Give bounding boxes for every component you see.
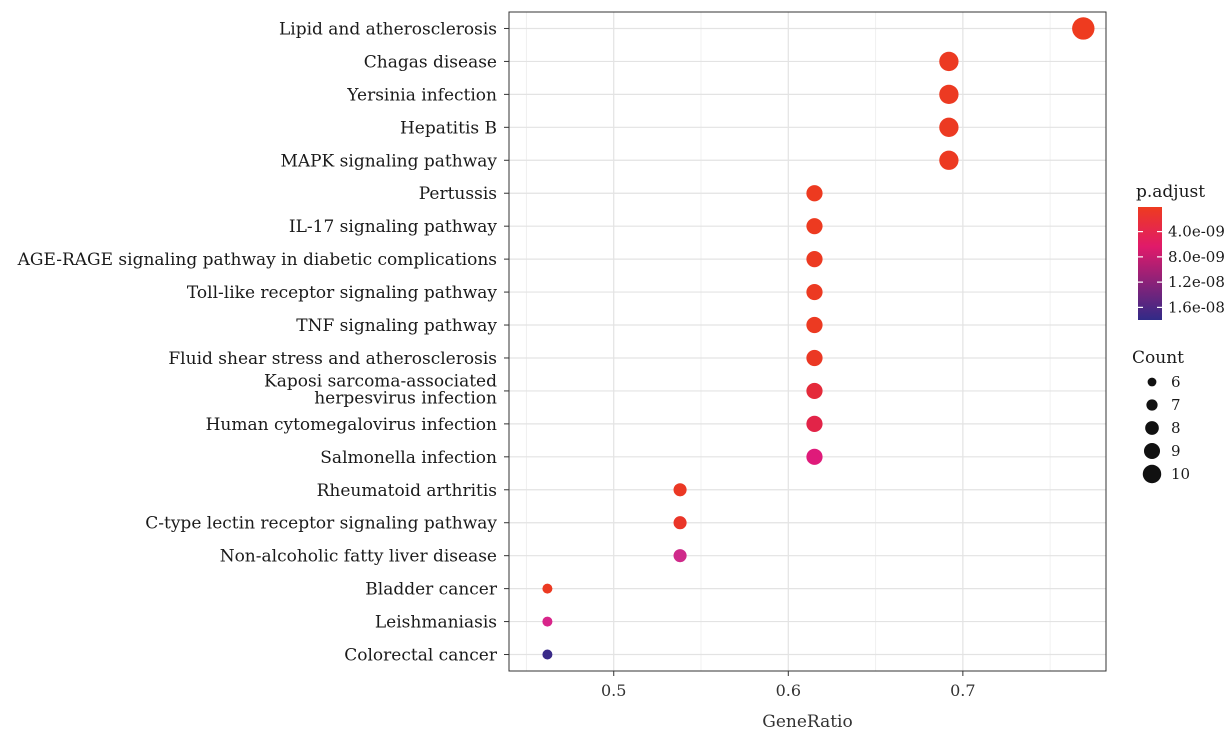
data-point <box>939 117 959 137</box>
y-tick-label: Pertussis <box>419 184 497 204</box>
y-axis: Lipid and atherosclerosis Chagas disease Y… <box>17 19 509 666</box>
x-tick-label: 0.5 <box>601 681 626 700</box>
y-tick-label: Chagas disease <box>364 52 497 72</box>
color-legend-title: p.adjust <box>1136 182 1205 202</box>
data-point <box>806 382 823 400</box>
y-tick-label: Hepatitis B <box>400 118 497 138</box>
color-legend-label: 1.6e-08 <box>1168 298 1225 316</box>
data-point <box>806 415 823 432</box>
data-point <box>939 51 959 72</box>
major-gridlines <box>509 12 1106 671</box>
y-tick-label: C-type lectin receptor signaling pathway <box>145 514 497 534</box>
plot-panel-border <box>508 11 1107 672</box>
data-points <box>542 17 1095 660</box>
y-tick-label: Non-alcoholic fatty liver disease <box>220 547 497 567</box>
y-tick-label: TNF signaling pathway <box>296 316 497 336</box>
y-tick-label: AGE-RAGE signaling pathway in diabetic c… <box>17 250 497 270</box>
data-point <box>806 349 823 367</box>
data-point <box>1072 17 1095 40</box>
size-legend-key <box>1145 421 1159 435</box>
size-legend-key <box>1143 442 1161 460</box>
color-bar <box>1138 207 1162 320</box>
y-tick-label: Bladder cancer <box>365 580 498 600</box>
y-tick-label: Human cytomegalovirus infection <box>206 415 497 435</box>
x-tick-label: 0.7 <box>950 681 975 700</box>
y-tick-label: Lipid and atherosclerosis <box>279 19 497 39</box>
y-tick-label: Colorectal cancer <box>344 646 498 666</box>
data-point <box>806 448 823 465</box>
y-tick-label: Salmonella infection <box>320 448 497 468</box>
size-legend-label: 6 <box>1171 373 1181 391</box>
data-point <box>542 583 553 594</box>
data-point <box>806 185 823 202</box>
color-legend: p.adjust 4.0e-09 8.0e-09 1.2e-08 1.6e-08 <box>1136 182 1225 320</box>
y-tick-label: Toll-like receptor signaling pathway <box>187 283 497 303</box>
color-legend-label: 4.0e-09 <box>1168 223 1225 241</box>
y-tick-label: Kaposi sarcoma-associated herpesvirus inf… <box>264 371 497 408</box>
size-legend-label: 9 <box>1171 442 1181 460</box>
data-point <box>806 316 823 334</box>
y-tick-label: Yersinia infection <box>346 85 497 105</box>
data-point <box>806 218 823 235</box>
size-legend: Count 6 7 8 9 10 <box>1132 348 1190 484</box>
size-legend-label: 7 <box>1171 396 1181 414</box>
data-point <box>939 150 959 170</box>
color-legend-label: 8.0e-09 <box>1168 248 1225 266</box>
size-legend-label: 8 <box>1171 419 1181 437</box>
data-point <box>673 516 687 530</box>
y-tick-label: Fluid shear stress and atherosclerosis <box>168 349 497 369</box>
x-axis: 0.5 0.6 0.7 <box>601 671 976 700</box>
data-point <box>939 84 959 105</box>
data-point <box>806 283 823 301</box>
y-tick-label: Rheumatoid arthritis <box>317 481 497 501</box>
x-tick-label: 0.6 <box>776 681 801 700</box>
x-axis-title: GeneRatio <box>762 712 852 732</box>
size-legend-key <box>1147 377 1157 387</box>
size-legend-label: 10 <box>1171 465 1190 483</box>
size-legend-key <box>1142 464 1162 484</box>
size-legend-key <box>1146 399 1158 411</box>
data-point <box>806 251 823 268</box>
data-point <box>673 549 687 563</box>
y-tick-label: Leishmaniasis <box>375 613 497 633</box>
data-point <box>673 483 687 497</box>
y-tick-label: MAPK signaling pathway <box>280 151 497 171</box>
data-point <box>542 649 553 660</box>
data-point <box>542 616 553 627</box>
size-legend-title: Count <box>1132 348 1184 368</box>
minor-gridlines <box>525 12 1051 671</box>
color-legend-label: 1.2e-08 <box>1168 273 1225 291</box>
y-tick-label: IL-17 signaling pathway <box>289 217 498 237</box>
